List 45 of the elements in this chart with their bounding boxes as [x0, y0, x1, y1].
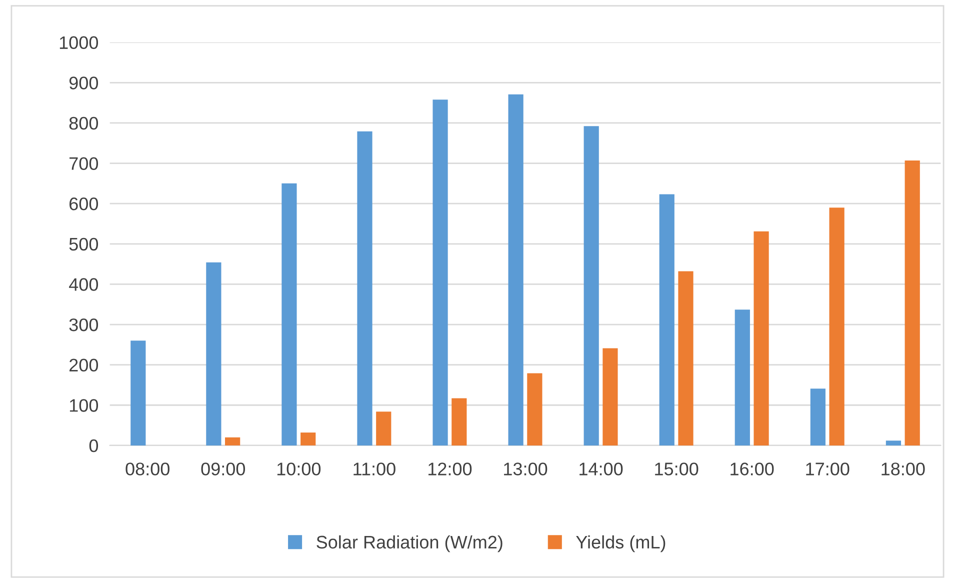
y-tick-label: 600: [70, 198, 98, 210]
y-tick-label: 1000: [60, 36, 98, 50]
y-tick-label: 900: [69, 76, 98, 90]
bar: [659, 194, 674, 446]
y-tick-label: 0: [89, 439, 98, 452]
bar: [357, 131, 372, 446]
bar: [904, 160, 920, 446]
x-tick-label: 13:00: [504, 462, 548, 476]
legend-label: Yields (mL): [576, 535, 666, 552]
bar: [754, 231, 769, 446]
x-tick-label: 10:00: [277, 462, 321, 476]
x-tick-label: 16:00: [730, 462, 774, 476]
x-tick-label: 14:00: [580, 462, 623, 476]
bar: [508, 94, 524, 446]
y-tick-label: 300: [69, 318, 98, 332]
x-tick-label: 15:00: [655, 462, 698, 476]
y-tick-label: 500: [69, 238, 98, 251]
x-tick-label: 11:00: [354, 462, 396, 476]
bar: [734, 310, 750, 446]
y-tick-label: 100: [70, 399, 98, 412]
bar: [300, 432, 316, 446]
x-tick-label: 18:00: [882, 462, 925, 476]
bar: [584, 126, 599, 446]
bar: [452, 398, 467, 446]
y-tick-label: 700: [70, 157, 98, 170]
bar: [225, 437, 240, 446]
bar: [886, 440, 902, 446]
bar: [130, 340, 146, 446]
y-tick-label: 200: [70, 358, 98, 372]
x-tick-label: 17:00: [806, 462, 850, 476]
x-tick-label: 12:00: [428, 462, 472, 476]
x-tick-label: 09:00: [201, 462, 246, 476]
y-tick-label: 400: [69, 278, 98, 291]
bar: [376, 412, 392, 446]
bar: [678, 271, 694, 446]
bar: [282, 183, 297, 446]
bar: [810, 388, 826, 446]
bar: [602, 348, 618, 446]
x-tick-label: 08:00: [126, 462, 170, 476]
bar: [527, 373, 542, 446]
bar: [432, 100, 448, 446]
bar: [829, 208, 844, 446]
legend-label: Solar Radiation (W/m2): [316, 535, 502, 552]
bar: [206, 262, 222, 446]
y-tick-label: 800: [69, 116, 98, 130]
